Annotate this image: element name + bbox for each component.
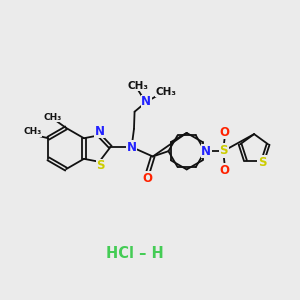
Text: CH₃: CH₃	[23, 127, 41, 136]
Text: N: N	[201, 145, 211, 158]
Text: HCl – H: HCl – H	[106, 246, 164, 261]
Text: N: N	[127, 141, 136, 154]
Text: CH₃: CH₃	[44, 112, 62, 122]
Text: O: O	[142, 172, 152, 185]
Text: CH₃: CH₃	[127, 81, 148, 91]
Text: O: O	[220, 164, 230, 176]
Text: S: S	[220, 144, 228, 157]
Text: CH₃: CH₃	[156, 87, 177, 97]
Text: N: N	[141, 95, 152, 108]
Text: N: N	[95, 125, 105, 138]
Text: S: S	[97, 159, 105, 172]
Text: S: S	[258, 156, 266, 169]
Text: O: O	[220, 126, 230, 139]
